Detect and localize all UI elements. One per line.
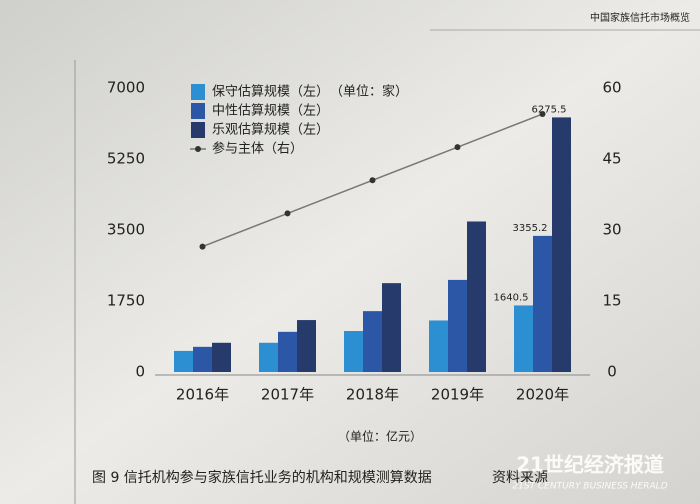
value-label: 3355.2 [513,223,548,234]
y-tick-label: 0 [135,363,145,381]
bar [344,331,363,372]
bar [174,350,193,372]
y2-tick-label: 45 [602,150,621,168]
bar [552,117,571,372]
line-marker [454,144,461,151]
value-label: 6275.5 [532,104,567,115]
bar [363,311,382,372]
bar [533,235,552,372]
legend-swatch [191,122,205,138]
x-tick-label: 2019年 [431,386,484,404]
bar [297,320,316,372]
y-unit: （单位：亿元） [338,429,422,444]
bar [382,283,401,372]
legend-label: 乐观估算规模（左） [212,123,329,138]
x-tick-label: 2018年 [346,386,399,404]
bar [467,221,486,372]
legend-label: 中性估算规模（左） [212,104,329,119]
bar [259,342,278,372]
y-tick-label: 1750 [107,292,145,310]
line-marker [199,243,206,250]
y2-tick-label: 60 [602,79,621,97]
x-tick-label: 2017年 [261,386,314,404]
x-tick-label: 2016年 [176,386,229,404]
bar [193,346,212,372]
line-marker [369,177,376,184]
legend-swatch [191,84,205,100]
legend-label: 参与主体（右） [212,141,303,157]
y2-tick-label: 30 [602,221,621,239]
y2-unit: （单位：家） [330,84,408,100]
y-tick-label: 5250 [107,150,145,168]
bar [448,279,467,372]
bar [278,331,297,372]
page-header: 中国家族信托市场概览 [590,11,690,24]
watermark-sub: 21ST CENTURY BUSINESS HERALD [512,482,667,492]
legend-swatch [191,103,205,119]
source: 资料来源 [492,470,548,486]
y-tick-label: 3500 [107,221,145,239]
y-tick-label: 7000 [107,79,145,97]
y2-tick-label: 15 [602,292,621,310]
bar [429,320,448,372]
line-marker [284,210,291,217]
legend-label: 保守估算规模（左） [212,85,329,100]
bar [212,342,231,372]
value-label: 1640.5 [494,292,529,303]
watermark: 21世纪经济报道 [516,453,664,477]
legend-marker [195,146,201,152]
x-tick-label: 2020年 [516,386,569,404]
line-marker [539,111,546,118]
y2-tick-label: 0 [607,363,617,381]
caption: 图 9 信托机构参与家族信托业务的机构和规模测算数据 [92,469,432,486]
bar [514,305,533,372]
